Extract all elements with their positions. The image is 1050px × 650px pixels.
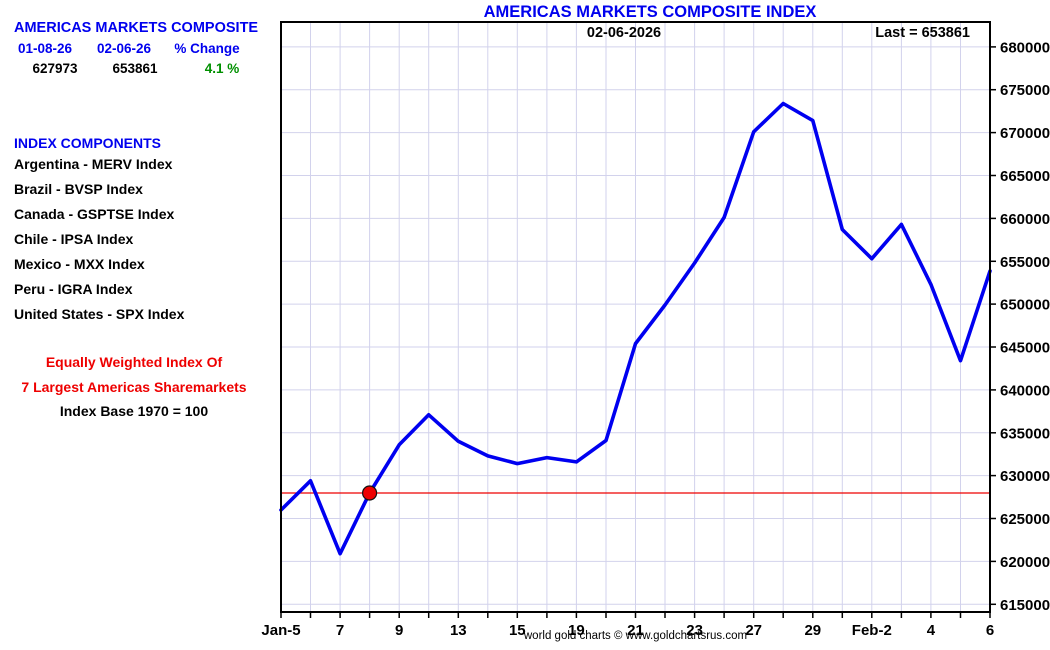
source-caption: world gold charts © www.goldchartsrus.co… <box>523 630 748 642</box>
index-components-list: Argentina - MERV Index Brazil - BVSP Ind… <box>14 152 274 327</box>
y-axis-label: 645000 <box>1000 340 1050 357</box>
y-axis-label: 680000 <box>1000 39 1050 56</box>
weighting-note-line1: Equally Weighted Index Of <box>45 354 223 370</box>
plot-border <box>280 21 991 613</box>
component-item-canada: Canada - GSPTSE Index <box>14 206 175 222</box>
series-line <box>279 101 992 556</box>
y-axis-label: 655000 <box>1000 254 1050 271</box>
x-axis-label: 9 <box>395 622 403 639</box>
component-item-brazil: Brazil - BVSP Index <box>14 181 143 197</box>
start-date-column: 01-08-26 <box>17 41 73 56</box>
summary-values-row: 627973 653861 4.1 % <box>0 61 262 77</box>
x-axis-label: 23 <box>686 622 703 639</box>
y-axis-label: 650000 <box>1000 297 1050 314</box>
y-axis-label: 640000 <box>1000 382 1050 399</box>
summary-columns-row: 01-08-26 02-06-26 % Change <box>0 41 262 57</box>
component-item-chile: Chile - IPSA Index <box>14 231 134 247</box>
x-axis-label: 21 <box>627 622 644 639</box>
y-axis-label: 675000 <box>1000 82 1050 99</box>
x-axis-label: Feb-2 <box>852 622 892 639</box>
chart-last-value-annotation: Last = 653861 <box>875 25 970 41</box>
y-axis-label: 660000 <box>1000 211 1050 228</box>
component-item-argentina: Argentina - MERV Index <box>14 156 173 172</box>
y-axis-label: 635000 <box>1000 425 1050 442</box>
x-axis-label: 7 <box>336 622 344 639</box>
chart-date-annotation: 02-06-2026 <box>586 25 662 41</box>
index-base-note: Index Base 1970 = 100 <box>59 403 209 419</box>
x-axis-label: 29 <box>804 622 821 639</box>
composite-panel-heading: AMERICAS MARKETS COMPOSITE <box>14 20 259 36</box>
x-axis-label: 13 <box>450 622 467 639</box>
start-date-marker <box>362 485 378 501</box>
y-axis-label: 620000 <box>1000 554 1050 571</box>
weighting-note-line2: 7 Largest Americas Sharemarkets <box>21 379 247 395</box>
x-axis-label: 27 <box>745 622 762 639</box>
chart-title: AMERICAS MARKETS COMPOSITE INDEX <box>483 3 817 21</box>
x-axis-label: 6 <box>986 622 994 639</box>
component-item-peru: Peru - IGRA Index <box>14 281 133 297</box>
component-item-mexico: Mexico - MXX Index <box>14 256 145 272</box>
y-axis-label: 625000 <box>1000 511 1050 528</box>
end-date-column: 02-06-26 <box>96 41 152 56</box>
index-components-heading: INDEX COMPONENTS <box>14 135 162 151</box>
start-value: 627973 <box>32 61 78 76</box>
x-axis-label: 15 <box>509 622 526 639</box>
pct-change-value: 4.1 % <box>204 61 240 76</box>
x-axis-label: Jan-5 <box>261 622 300 639</box>
y-axis-label: 670000 <box>1000 125 1050 142</box>
pct-change-column: % Change <box>174 41 240 56</box>
y-axis-label: 630000 <box>1000 468 1050 485</box>
x-axis-label: 4 <box>927 622 936 639</box>
end-value: 653861 <box>112 61 158 76</box>
component-item-united-states: United States - SPX Index <box>14 306 185 322</box>
x-axis-label: 19 <box>568 622 585 639</box>
y-axis-label: 665000 <box>1000 168 1050 185</box>
y-axis-label: 615000 <box>1000 597 1050 614</box>
